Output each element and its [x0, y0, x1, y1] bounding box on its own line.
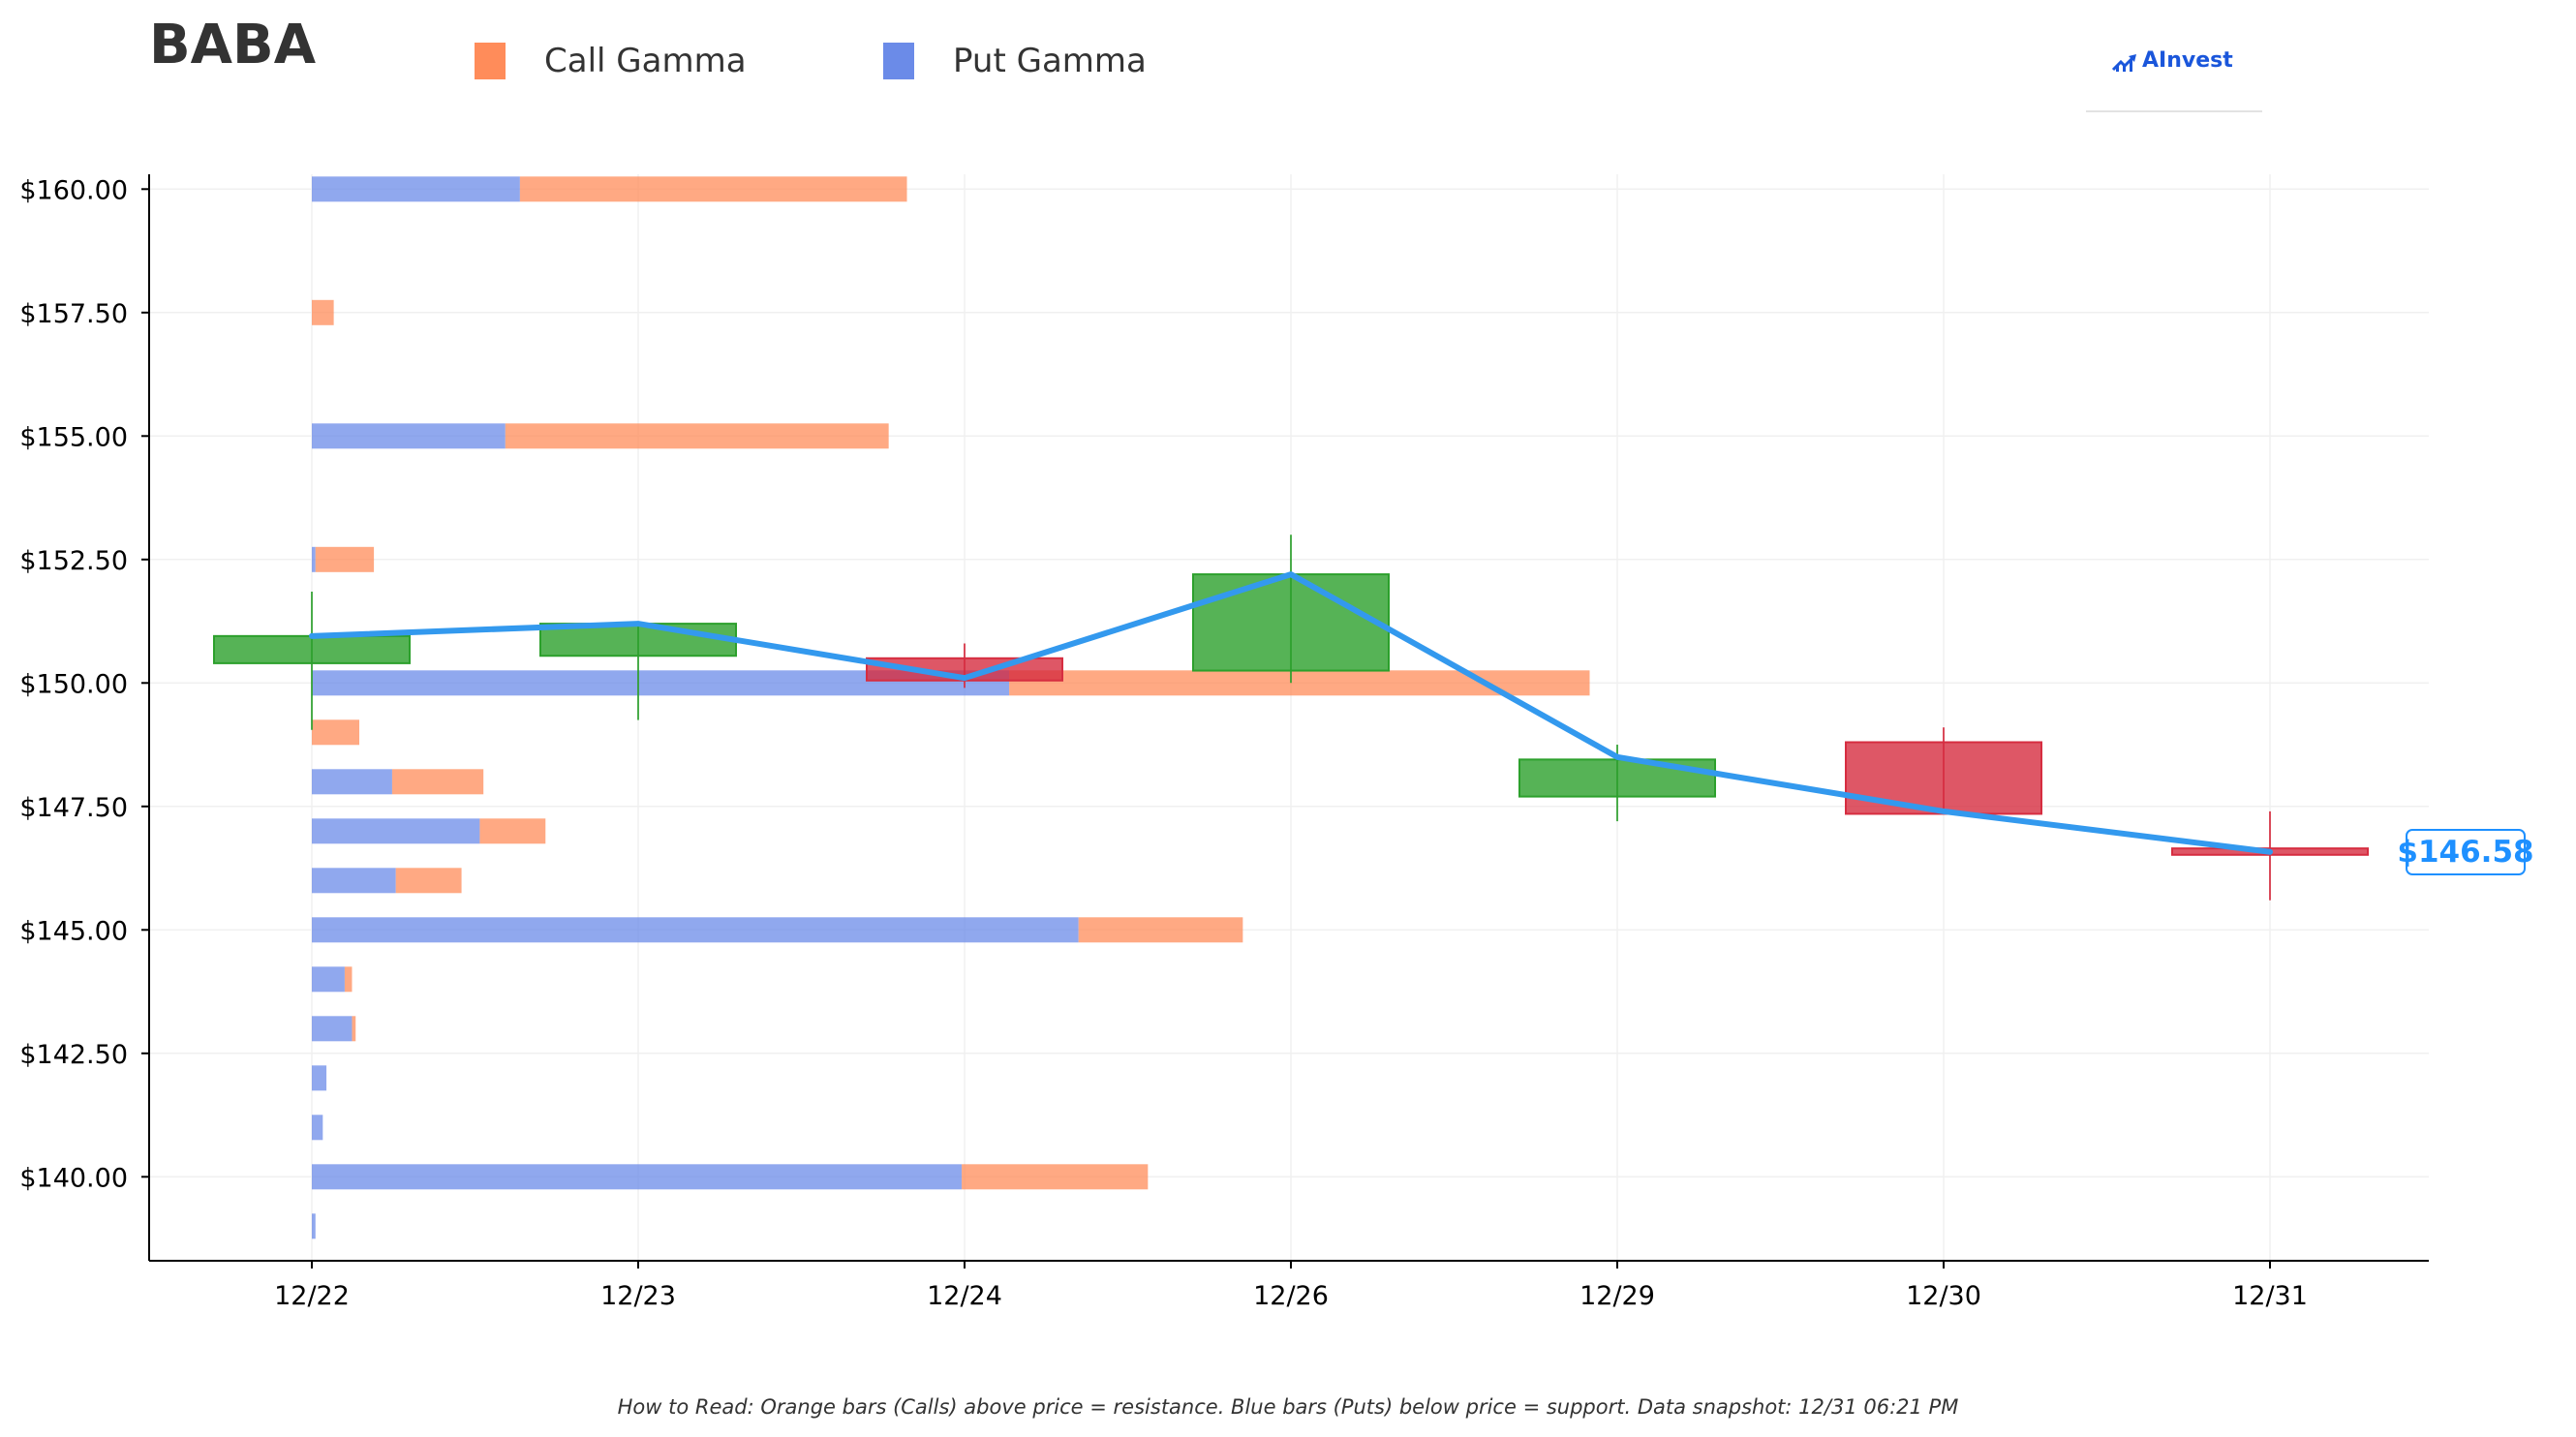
call-gamma-bar [352, 1016, 356, 1042]
call-gamma-bar [962, 1164, 1149, 1190]
y-tick-label: $140.00 [19, 1163, 128, 1193]
call-gamma-bar [1009, 670, 1590, 696]
x-tick-label: 12/29 [1579, 1281, 1655, 1311]
put-gamma-bar [312, 917, 1079, 943]
logo-divider [2086, 110, 2262, 112]
x-tick-label: 12/22 [274, 1281, 350, 1311]
candle-body [1192, 573, 1390, 672]
candle-body [1518, 758, 1716, 798]
put-gamma-bar [312, 966, 345, 993]
x-tick-label: 12/31 [2232, 1281, 2308, 1311]
x-tick-label: 12/30 [1906, 1281, 1981, 1311]
x-tick-label: 12/24 [927, 1281, 1002, 1311]
put-gamma-bar [312, 1115, 323, 1141]
legend-call-gamma: Call Gamma [475, 37, 747, 85]
y-tick-label: $157.50 [19, 299, 128, 329]
call-gamma-bar [1078, 917, 1243, 943]
x-tick-label: 12/23 [600, 1281, 676, 1311]
ainvest-logo: AInvest [2086, 45, 2262, 116]
call-gamma-bar [312, 719, 360, 746]
put-gamma-bar [312, 1164, 963, 1190]
put-gamma-bar [312, 769, 392, 795]
call-gamma-bar [519, 176, 907, 202]
candle-body [213, 634, 411, 664]
candlesticks [213, 535, 2369, 901]
call-gamma-bar [391, 769, 484, 795]
call-gamma-bar [315, 546, 375, 572]
y-tick-label: $147.50 [19, 793, 128, 823]
put-gamma-bar [312, 176, 520, 202]
price-line-layer [309, 571, 2273, 855]
put-gamma-bar [312, 1213, 316, 1239]
how-to-read-footnote: How to Read: Orange bars (Calls) above p… [617, 1395, 1959, 1419]
ainvest-chart-logo-icon [2111, 54, 2136, 72]
call-gamma-bar [395, 868, 462, 894]
x-tick-label: 12/26 [1253, 1281, 1329, 1311]
logo-text: AInvest [2142, 48, 2233, 73]
y-tick-label: $150.00 [19, 669, 128, 699]
legend-put-label: Put Gamma [953, 42, 1147, 80]
price-line [309, 571, 2273, 855]
put-gamma-bar [312, 1016, 353, 1042]
grid-lines [149, 174, 2429, 1261]
axes: $140.00 $142.50 $145.00 $147.50 $150.00 $152.… [19, 174, 2429, 1311]
call-gamma-bar [479, 818, 546, 844]
put-gamma-bar [312, 423, 506, 449]
y-tick-label: $152.50 [19, 546, 128, 576]
candle-body [1845, 741, 2042, 815]
put-gamma-bar [312, 546, 316, 572]
call-gamma-bar [312, 299, 334, 325]
legend-put-gamma: Put Gamma [883, 37, 1147, 85]
y-tick-label: $155.00 [19, 422, 128, 452]
put-gamma-bar [312, 868, 396, 894]
put-gamma-bar [312, 818, 480, 844]
call-gamma-bar [505, 423, 889, 449]
ticker-title: BABA [149, 14, 317, 76]
put-gamma-bar [312, 1065, 327, 1091]
current-price-badge: $146.58 [2397, 829, 2534, 875]
legend-put-swatch [883, 43, 914, 79]
y-tick-label: $145.00 [19, 916, 128, 946]
legend-call-label: Call Gamma [544, 42, 747, 80]
y-tick-label: $160.00 [19, 175, 128, 205]
legend-call-swatch [475, 43, 506, 79]
y-tick-label: $142.50 [19, 1040, 128, 1070]
gamma-bars [312, 176, 1590, 1239]
call-gamma-bar [344, 966, 353, 993]
